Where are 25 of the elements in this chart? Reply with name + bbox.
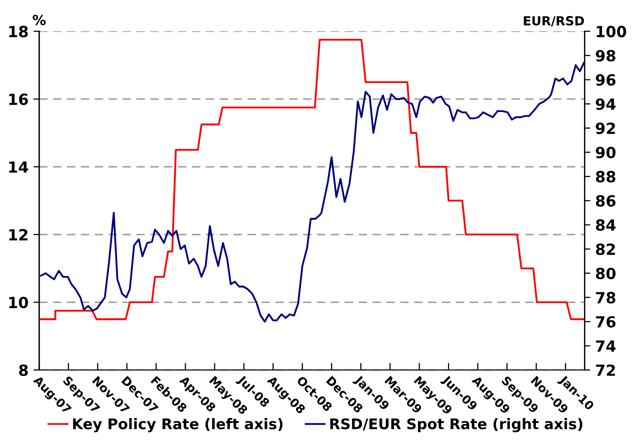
y2-tick-label: 98 xyxy=(596,50,616,62)
y2-tick-label: 88 xyxy=(596,170,616,182)
y2-tick-label: 78 xyxy=(596,292,616,304)
y2-tick-label: 90 xyxy=(596,146,616,158)
y2-tick-label: 74 xyxy=(596,340,616,352)
y2-tick-label: 92 xyxy=(596,122,615,134)
y-tick-label: 14 xyxy=(9,161,28,173)
legend-label: Key Policy Rate (left axis) xyxy=(73,418,283,432)
y2-tick-label: 72 xyxy=(596,364,615,376)
y2-tick-label: 82 xyxy=(596,244,615,256)
y2-tick-label: 86 xyxy=(596,195,616,207)
y-tick-label: 12 xyxy=(9,228,28,240)
y2-tick-label: 94 xyxy=(596,98,616,110)
legend-label: RSD/EUR Spot Rate (right axis) xyxy=(330,418,582,432)
y-tick-label: 10 xyxy=(9,296,28,308)
y2-tick-label: 84 xyxy=(596,219,616,231)
y2-tick-label: 96 xyxy=(596,74,616,86)
y-tick-label: 18 xyxy=(9,26,28,38)
y-tick-label: 16 xyxy=(9,94,28,106)
y2-tick-label: 80 xyxy=(596,268,616,280)
y-tick-label: 8 xyxy=(19,364,28,376)
y2-axis-title: EUR/RSD xyxy=(524,16,584,26)
y2-tick-label: 100 xyxy=(596,26,626,38)
y-axis-title: % xyxy=(32,14,46,26)
y2-tick-label: 76 xyxy=(596,316,616,328)
